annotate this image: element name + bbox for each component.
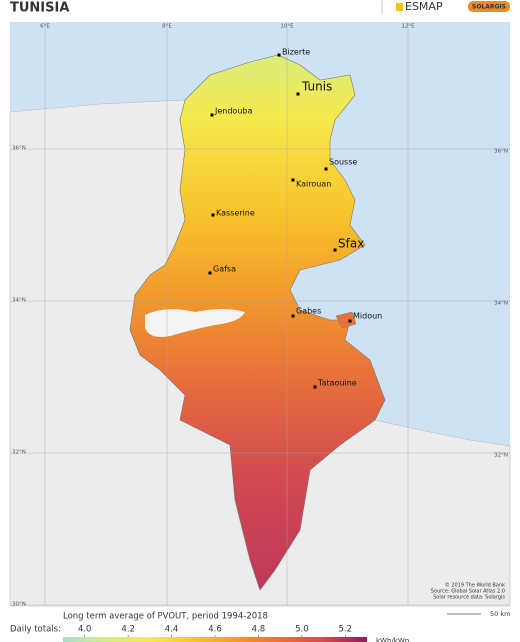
- legend-tick-label: 4.6: [208, 625, 222, 635]
- longitude-label: 12°E: [401, 24, 415, 30]
- legend-tick-label: 4.8: [252, 625, 266, 635]
- city-dot: [291, 178, 295, 182]
- city-dot: [277, 53, 281, 57]
- solargis-logo: SOLARGIS: [472, 4, 506, 11]
- latitude-label: 30°N: [12, 602, 26, 608]
- latitude-label: 32°N: [12, 450, 26, 456]
- legend-tick-label: 5.0: [295, 625, 309, 635]
- city-label: Jendouba: [214, 107, 252, 116]
- legend-unit: kWh/kWp: [376, 637, 410, 642]
- scale-label: 50 km: [490, 610, 510, 618]
- djerba-island: [335, 311, 357, 329]
- longitude-label: 6°E: [40, 24, 50, 30]
- credit: © 2019 The World Bank: [445, 582, 505, 589]
- city-label: Kairouan: [296, 180, 331, 189]
- city-dot: [208, 271, 212, 275]
- city-label: Midoun: [353, 312, 382, 321]
- city-dot: [291, 314, 295, 318]
- city-label: Bizerte: [282, 48, 310, 57]
- city-dot: [348, 319, 352, 323]
- latitude-label: 36°N: [12, 146, 26, 152]
- latitude-label: 32°N: [494, 453, 508, 459]
- longitude-label: 10°E: [280, 24, 294, 30]
- city-label: Gafsa: [213, 265, 236, 274]
- city-label: Tunis: [301, 80, 332, 94]
- latitude-label: 36°N: [494, 149, 508, 155]
- city-dot: [296, 92, 300, 96]
- city-dot: [324, 167, 328, 171]
- credit: Solar resource data: Solargis: [433, 595, 505, 601]
- city-dot: [333, 248, 337, 252]
- map: 6°E 8°E 10°E 12°E 36°N 36°N 34°N 34°N 32°N 32°N 30…: [9, 22, 510, 618]
- city-label: Gabes: [296, 307, 321, 316]
- legend-tick-label: 4.0: [78, 625, 92, 635]
- esmap-icon: [396, 3, 403, 11]
- legend-prefix: Daily totals:: [10, 625, 61, 635]
- latitude-label: 34°N: [12, 298, 26, 304]
- city-label: Kasserine: [216, 209, 255, 218]
- city-label: Sousse: [329, 158, 357, 167]
- latitude-label: 34°N: [494, 301, 508, 307]
- legend-tick-label: 4.4: [165, 625, 179, 635]
- solargis-badge: [468, 1, 510, 12]
- chott-lake: [145, 309, 245, 337]
- credit: Source: Global Solar Atlas 2.0: [431, 589, 505, 595]
- legend-title: Long term average of PVOUT, period 1994-…: [63, 612, 268, 622]
- city-dot: [313, 385, 317, 389]
- city-label: Sfax: [338, 237, 364, 251]
- tunisia: [129, 54, 386, 591]
- graticule: [10, 22, 510, 606]
- city-dot: [210, 113, 214, 117]
- esmap-logo: ESMAP: [405, 0, 443, 13]
- title: TUNISIA: [10, 1, 69, 16]
- city-dot: [211, 213, 215, 217]
- color-scale: [63, 637, 367, 642]
- legend-tick-label: 4.2: [121, 625, 135, 635]
- longitude-label: 8°E: [162, 24, 172, 30]
- city-label: Tataouine: [317, 379, 357, 388]
- legend-tick-label: 5.2: [339, 625, 353, 635]
